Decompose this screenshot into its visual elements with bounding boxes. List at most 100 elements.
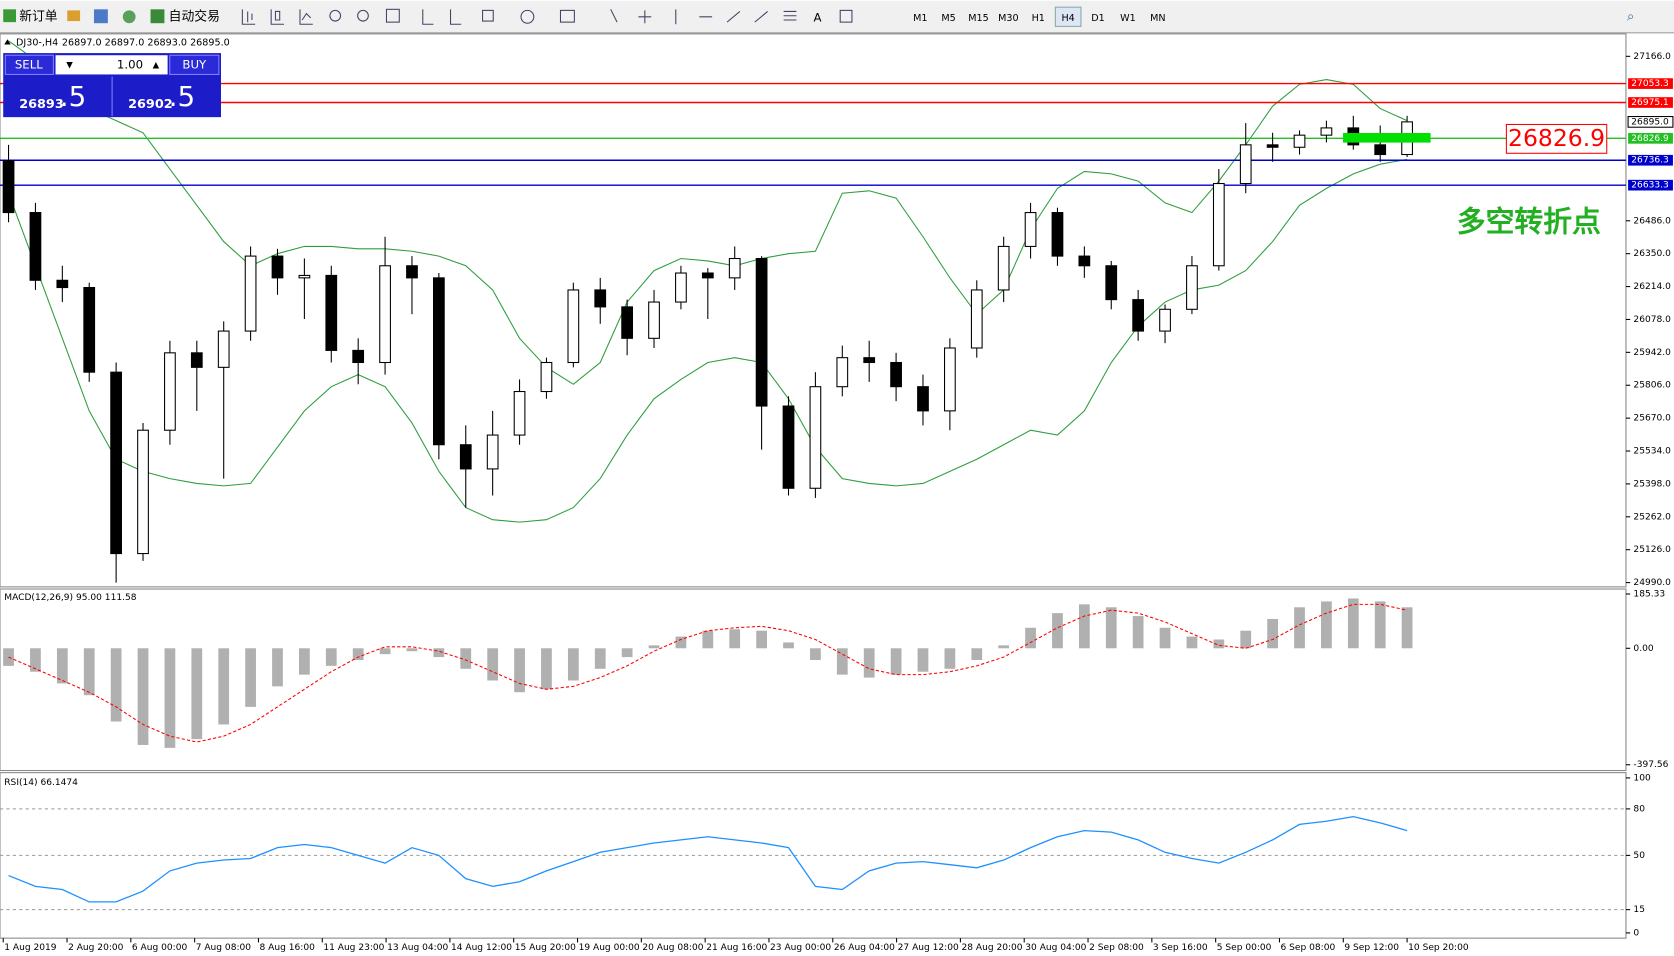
candle-body	[1239, 144, 1252, 185]
macd-bar	[406, 648, 418, 652]
sell-label[interactable]: SELL	[15, 57, 43, 71]
candle-body	[513, 390, 526, 436]
timeframe-active[interactable]	[1054, 6, 1082, 27]
macd-bar	[1159, 627, 1171, 649]
macd-bar	[541, 648, 552, 690]
y-tick-label: 80	[1633, 804, 1645, 814]
macd-bar	[514, 648, 525, 693]
candle-body	[1024, 212, 1037, 247]
macd-bar	[379, 648, 391, 655]
candle-body	[728, 257, 741, 279]
macd-bar	[352, 648, 364, 661]
candle-body	[298, 274, 311, 279]
lots-down[interactable]: ▼	[66, 60, 73, 70]
x-tick-label: 3 Sep 16:00	[1153, 943, 1208, 953]
candle-body	[1374, 144, 1387, 156]
sell-button[interactable]	[4, 54, 54, 75]
level-label: 26633.3	[1631, 181, 1669, 191]
timeframe[interactable]: D1	[1091, 13, 1104, 24]
timeframe[interactable]: H1	[1032, 13, 1045, 24]
x-tick-label: 30 Aug 04:00	[1025, 943, 1086, 953]
candle-body	[970, 289, 983, 349]
sell-pips[interactable]: .5	[60, 80, 86, 113]
timeframe[interactable]: H4	[1061, 13, 1074, 24]
timeframe[interactable]: W1	[1120, 13, 1136, 24]
candle-body	[755, 257, 768, 407]
macd-bar	[1347, 598, 1359, 649]
new-order-icon[interactable]	[3, 9, 17, 23]
x-tick-label: 27 Aug 12:00	[898, 943, 959, 953]
x-tick-label: 5 Sep 00:00	[1217, 943, 1272, 953]
candle-body	[997, 245, 1010, 291]
annotation-box	[1505, 123, 1608, 154]
y-tick-label: 26214.0	[1633, 282, 1671, 292]
x-tick-label: 26 Aug 04:00	[834, 943, 895, 953]
timeframe[interactable]: M1	[913, 13, 927, 24]
label-tool[interactable]	[839, 9, 853, 23]
macd-bar	[1401, 607, 1413, 649]
macd-bar	[30, 648, 41, 672]
price-panel	[0, 33, 1627, 588]
candle-body	[1132, 299, 1145, 332]
new-order[interactable]: 新订单	[19, 8, 58, 24]
timeframe[interactable]: M30	[998, 13, 1019, 24]
buy-price[interactable]: 26902	[128, 97, 173, 112]
icon[interactable]	[67, 10, 81, 22]
timeframe[interactable]: M5	[941, 13, 955, 24]
candle-body	[271, 255, 284, 279]
collapse-icon[interactable]	[4, 39, 11, 45]
candle-body	[29, 212, 42, 281]
candle-body	[379, 265, 391, 364]
candle-body	[890, 361, 902, 388]
icon[interactable]	[122, 10, 136, 24]
buy-pips[interactable]: .5	[169, 80, 195, 113]
y-tick-label: 26078.0	[1633, 315, 1671, 325]
candle-body	[1266, 144, 1279, 148]
macd-bar	[272, 648, 283, 687]
x-tick-label: 6 Aug 00:00	[132, 943, 188, 953]
macd-bar	[460, 648, 472, 669]
lots[interactable]: 1.00	[117, 57, 143, 71]
auto-trading[interactable]: 自动交易	[169, 8, 220, 24]
text-tool[interactable]: A	[814, 10, 822, 24]
indicator-title: RSI(14) 66.1474	[4, 778, 78, 788]
macd-bar	[648, 645, 660, 649]
timeframe[interactable]: MN	[1150, 13, 1165, 24]
buy-label[interactable]: BUY	[182, 57, 207, 71]
macd-bar	[487, 648, 499, 681]
y-tick-label: 25806.0	[1633, 381, 1671, 391]
y-tick-label: 0	[1633, 928, 1639, 938]
x-tick-label: 8 Aug 16:00	[260, 943, 316, 953]
macd-bar	[783, 642, 794, 649]
macd-bar	[998, 645, 1010, 649]
symbol: DJ30-,H4	[16, 37, 58, 48]
y-tick-label: 25534.0	[1633, 447, 1671, 457]
rsi-line	[8, 815, 1408, 903]
macd-bar	[1213, 639, 1225, 649]
timeframe[interactable]: M15	[968, 13, 989, 24]
candle-body	[594, 289, 607, 308]
y-tick-label: 26486.0	[1633, 216, 1671, 226]
macd-bar	[299, 648, 310, 675]
level-label-bg	[1628, 97, 1673, 108]
search-icon[interactable]: ⌕	[1627, 9, 1634, 24]
ohlc: 26897.0 26897.0 26893.0 26895.0	[62, 37, 230, 48]
lots-input[interactable]	[55, 55, 168, 75]
tool-icons[interactable]	[241, 8, 797, 25]
candle-body	[56, 279, 69, 289]
trade-panel: SELL ▼ ▲ 1.00 BUY 26893 .5 26902 .5	[3, 53, 221, 118]
macd-bar	[621, 648, 633, 658]
candle-body	[1159, 308, 1171, 332]
candle-body	[648, 301, 660, 339]
icon[interactable]	[93, 9, 108, 24]
x-tick-label: 7 Aug 08:00	[196, 943, 252, 953]
macd-chart: MACD(12,26,9) 95.00 111.58 185.33 0.00 -397…	[3, 589, 1669, 770]
lots-up[interactable]: ▲	[153, 60, 160, 70]
macd-bar	[675, 636, 687, 649]
auto-trading-icon[interactable]	[150, 9, 165, 24]
buy-button[interactable]	[169, 54, 220, 75]
sell-price[interactable]: 26893	[19, 97, 64, 112]
macd-bar	[1294, 607, 1305, 649]
level-label-bg	[1628, 154, 1673, 166]
